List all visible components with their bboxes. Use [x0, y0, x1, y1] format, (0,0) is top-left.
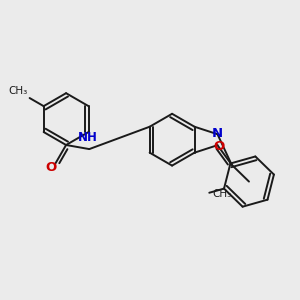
- Text: CH₃: CH₃: [8, 86, 27, 96]
- Text: CH₃: CH₃: [212, 189, 232, 199]
- Text: NH: NH: [78, 131, 98, 144]
- Text: N: N: [212, 127, 223, 140]
- Text: O: O: [46, 161, 57, 174]
- Text: O: O: [213, 140, 225, 153]
